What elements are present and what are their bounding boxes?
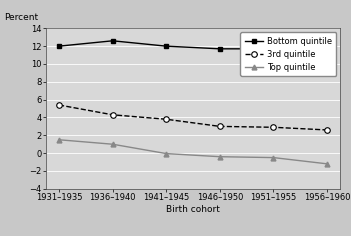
Line: Bottom quintile: Bottom quintile: [57, 38, 330, 51]
Top quintile: [325, 162, 329, 165]
Top quintile: [218, 155, 222, 158]
Bottom quintile: [164, 45, 168, 48]
3rd quintile: [164, 118, 168, 121]
3rd quintile: [57, 104, 61, 106]
Text: Percent: Percent: [4, 13, 39, 22]
3rd quintile: [218, 125, 222, 128]
Bottom quintile: [57, 45, 61, 48]
3rd quintile: [325, 129, 329, 131]
Bottom quintile: [111, 39, 115, 42]
Top quintile: [111, 143, 115, 146]
Line: 3rd quintile: 3rd quintile: [56, 102, 330, 133]
3rd quintile: [111, 113, 115, 116]
Bottom quintile: [218, 47, 222, 50]
Bottom quintile: [271, 47, 276, 50]
Bottom quintile: [325, 45, 329, 48]
Line: Top quintile: Top quintile: [57, 137, 330, 166]
Top quintile: [271, 156, 276, 159]
Legend: Bottom quintile, 3rd quintile, Top quintile: Bottom quintile, 3rd quintile, Top quint…: [240, 33, 336, 76]
3rd quintile: [271, 126, 276, 129]
X-axis label: Birth cohort: Birth cohort: [166, 205, 220, 214]
Top quintile: [57, 138, 61, 141]
Top quintile: [164, 152, 168, 155]
